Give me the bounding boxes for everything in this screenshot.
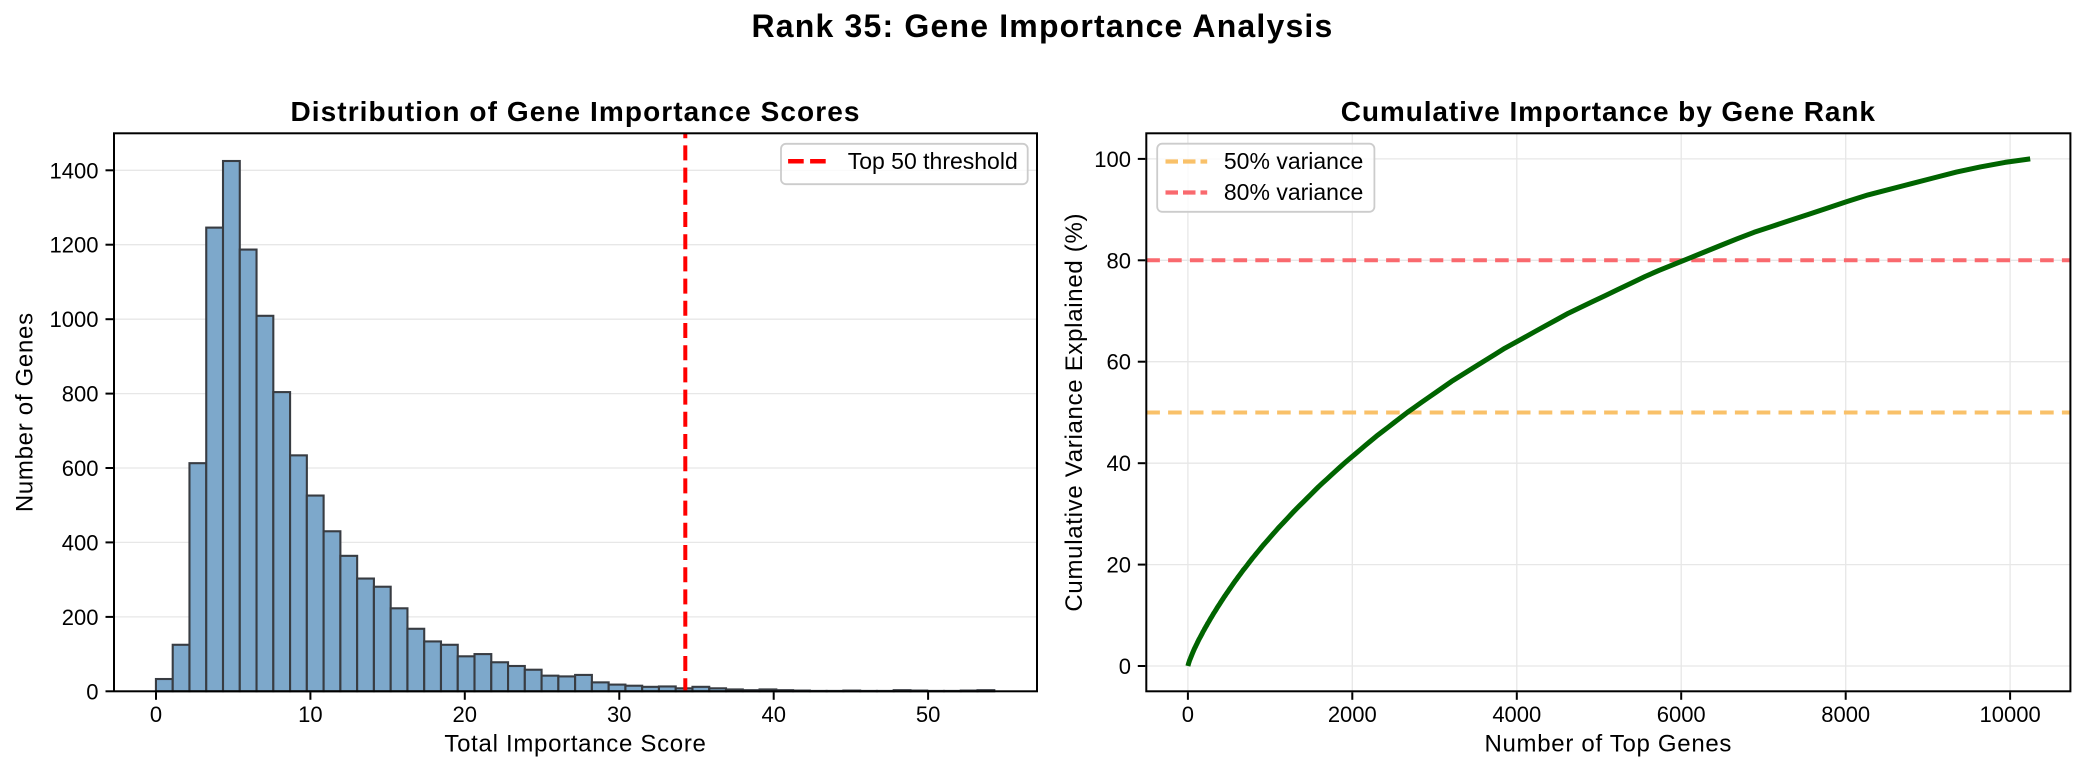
- svg-text:Number of Genes: Number of Genes: [12, 312, 39, 512]
- svg-text:20: 20: [1107, 553, 1131, 578]
- svg-text:60: 60: [1107, 350, 1131, 375]
- svg-text:50: 50: [916, 702, 940, 727]
- svg-text:600: 600: [62, 456, 99, 481]
- svg-text:Rank 35: Gene Importance Analy: Rank 35: Gene Importance Analysis: [752, 8, 1334, 44]
- svg-text:80: 80: [1107, 248, 1131, 273]
- svg-text:Total Importance Score: Total Importance Score: [444, 731, 706, 758]
- svg-text:Cumulative Importance by Gene: Cumulative Importance by Gene Rank: [1341, 96, 1876, 127]
- svg-text:800: 800: [62, 382, 99, 407]
- svg-text:1000: 1000: [50, 307, 99, 332]
- svg-text:0: 0: [1182, 702, 1194, 727]
- svg-text:1200: 1200: [50, 233, 99, 258]
- svg-text:1400: 1400: [50, 158, 99, 183]
- svg-text:100: 100: [1094, 147, 1131, 172]
- svg-text:40: 40: [761, 702, 785, 727]
- svg-text:400: 400: [62, 530, 99, 555]
- svg-text:20: 20: [453, 702, 477, 727]
- svg-text:10000: 10000: [1980, 702, 2041, 727]
- svg-text:Top 50 threshold: Top 50 threshold: [848, 148, 1018, 174]
- svg-text:10: 10: [298, 702, 322, 727]
- svg-text:0: 0: [1119, 654, 1131, 679]
- svg-text:0: 0: [150, 702, 162, 727]
- svg-text:6000: 6000: [1657, 702, 1706, 727]
- svg-text:30: 30: [607, 702, 631, 727]
- svg-text:Number of Top Genes: Number of Top Genes: [1484, 731, 1732, 758]
- svg-text:Cumulative Variance Explained: Cumulative Variance Explained (%): [1061, 213, 1088, 612]
- svg-text:8000: 8000: [1821, 702, 1870, 727]
- svg-text:4000: 4000: [1492, 702, 1541, 727]
- svg-text:0: 0: [86, 679, 98, 704]
- svg-text:50% variance: 50% variance: [1224, 148, 1363, 174]
- svg-text:40: 40: [1107, 451, 1131, 476]
- svg-text:Distribution of Gene Importanc: Distribution of Gene Importance Scores: [290, 96, 860, 127]
- svg-text:200: 200: [62, 605, 99, 630]
- svg-text:2000: 2000: [1328, 702, 1377, 727]
- svg-text:80% variance: 80% variance: [1224, 179, 1363, 205]
